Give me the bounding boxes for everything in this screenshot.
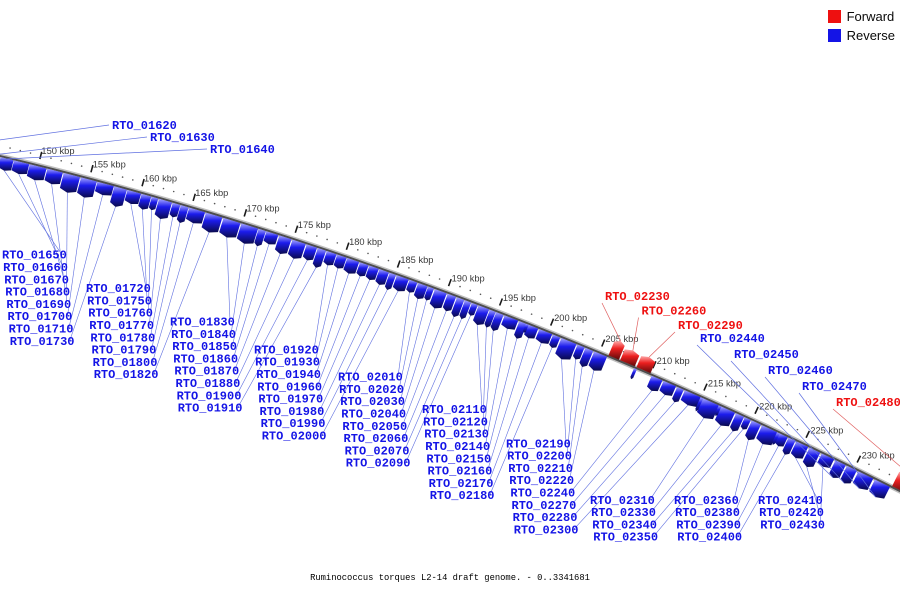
svg-text:RTO_02180: RTO_02180: [430, 489, 495, 503]
svg-text:RTO_02450: RTO_02450: [734, 348, 799, 362]
svg-text:RTO_02430: RTO_02430: [760, 518, 825, 532]
svg-text:RTO_02090: RTO_02090: [346, 457, 411, 471]
svg-text:RTO_02460: RTO_02460: [768, 364, 833, 378]
svg-text:RTO_01640: RTO_01640: [210, 143, 275, 157]
svg-text:RTO_02000: RTO_02000: [262, 430, 327, 444]
svg-text:RTO_01820: RTO_01820: [94, 368, 159, 382]
svg-text:RTO_02290: RTO_02290: [678, 319, 743, 333]
svg-text:200 kbp: 200 kbp: [554, 313, 587, 323]
svg-text:RTO_02230: RTO_02230: [605, 290, 670, 304]
svg-text:195 kbp: 195 kbp: [503, 293, 536, 303]
svg-text:210 kbp: 210 kbp: [657, 356, 690, 366]
svg-text:185 kbp: 185 kbp: [400, 255, 433, 265]
svg-text:175 kbp: 175 kbp: [298, 220, 331, 230]
svg-text:RTO_02400: RTO_02400: [677, 531, 742, 545]
svg-text:165 kbp: 165 kbp: [195, 188, 228, 198]
svg-text:RTO_01910: RTO_01910: [178, 402, 243, 416]
svg-text:170 kbp: 170 kbp: [247, 204, 280, 214]
svg-text:RTO_02480: RTO_02480: [836, 396, 900, 410]
svg-text:155 kbp: 155 kbp: [93, 159, 126, 169]
svg-text:RTO_01730: RTO_01730: [10, 335, 75, 349]
svg-text:180 kbp: 180 kbp: [349, 237, 382, 247]
svg-text:RTO_02260: RTO_02260: [642, 305, 707, 319]
svg-text:RTO_02350: RTO_02350: [593, 531, 658, 545]
svg-text:160 kbp: 160 kbp: [144, 173, 177, 183]
svg-text:RTO_02300: RTO_02300: [514, 523, 579, 537]
svg-text:190 kbp: 190 kbp: [452, 274, 485, 284]
svg-text:RTO_02470: RTO_02470: [802, 380, 867, 394]
svg-text:230 kbp: 230 kbp: [862, 450, 895, 460]
svg-text:RTO_01630: RTO_01630: [150, 131, 215, 145]
svg-text:RTO_02440: RTO_02440: [700, 332, 765, 346]
